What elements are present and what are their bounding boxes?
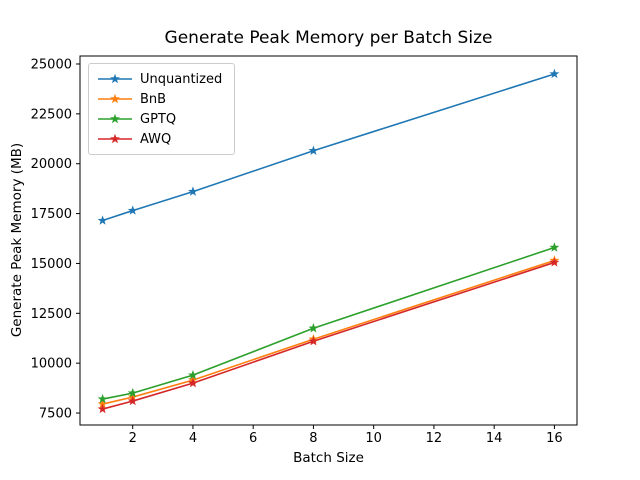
x-tick-label: 6 bbox=[249, 431, 257, 446]
axes-frame bbox=[79, 55, 578, 426]
y-tick-label: 17500 bbox=[31, 207, 72, 222]
marker-bnb bbox=[97, 398, 108, 409]
y-tick-label: 12500 bbox=[31, 307, 72, 322]
marker-awq bbox=[127, 395, 138, 406]
y-tick-label: 10000 bbox=[31, 357, 72, 372]
marker-gptq bbox=[549, 242, 560, 252]
marker-unquantized bbox=[308, 145, 319, 155]
marker-unquantized bbox=[127, 205, 138, 215]
x-tick-label: 16 bbox=[546, 431, 563, 446]
legend-item-awq: AWQ bbox=[98, 129, 222, 149]
legend-marker-icon bbox=[98, 93, 132, 104]
marker-gptq bbox=[308, 323, 319, 333]
legend-item-gptq: GPTQ bbox=[98, 109, 222, 129]
y-tick-label: 22500 bbox=[31, 107, 72, 122]
x-tick-label: 14 bbox=[486, 431, 503, 446]
x-tick-label: 8 bbox=[309, 431, 317, 446]
y-tick-label: 7500 bbox=[39, 407, 72, 422]
x-axis-label: Batch Size bbox=[293, 450, 364, 466]
legend-item-unquantized: Unquantized bbox=[98, 69, 222, 89]
marker-gptq bbox=[127, 387, 138, 398]
legend-marker-icon bbox=[98, 113, 132, 124]
legend-label: BnB bbox=[140, 91, 167, 107]
legend-item-bnb: BnB bbox=[98, 89, 222, 109]
marker-unquantized bbox=[549, 68, 560, 79]
legend-marker-icon bbox=[98, 73, 132, 84]
legend-marker-icon bbox=[98, 133, 132, 144]
legend: Unquantized BnB GPTQ AWQ bbox=[88, 63, 236, 155]
marker-awq bbox=[97, 403, 108, 414]
marker-gptq bbox=[97, 393, 108, 404]
marker-awq bbox=[549, 257, 560, 267]
y-tick-label: 20000 bbox=[31, 157, 72, 172]
legend-label: GPTQ bbox=[140, 111, 177, 127]
x-tick-label: 12 bbox=[426, 431, 443, 446]
y-tick-label: 25000 bbox=[31, 57, 72, 72]
legend-label: AWQ bbox=[140, 131, 172, 147]
marker-gptq bbox=[188, 369, 198, 380]
marker-unquantized bbox=[188, 186, 198, 196]
y-tick-label: 15000 bbox=[31, 257, 72, 272]
marker-awq bbox=[188, 377, 198, 388]
x-tick-label: 2 bbox=[129, 431, 137, 446]
marker-unquantized bbox=[97, 215, 108, 225]
x-tick-label: 10 bbox=[365, 431, 382, 446]
chart-title: Generate Peak Memory per Batch Size bbox=[164, 28, 493, 48]
x-tick-label: 4 bbox=[189, 431, 197, 446]
legend-label: Unquantized bbox=[140, 71, 223, 87]
marker-awq bbox=[308, 336, 319, 346]
series-line-gptq bbox=[102, 246, 555, 400]
